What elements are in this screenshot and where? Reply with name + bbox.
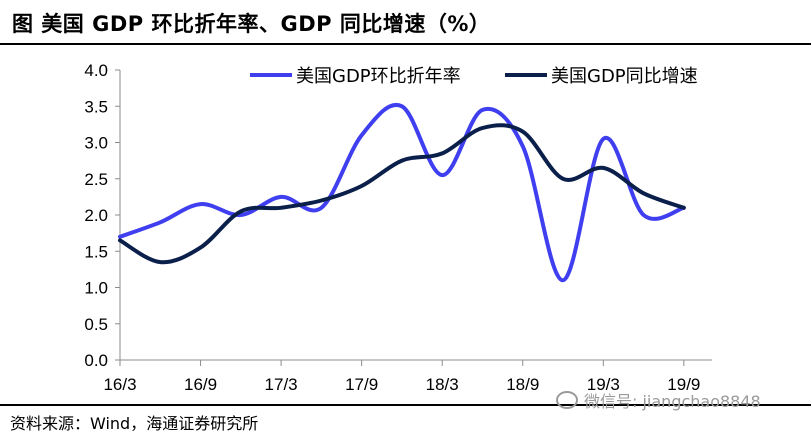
chart-axes: 0.0 0.5 1.0 1.5 2.0 2.5 3.0 3.5 4.0 16/3 16/9 17/3 1…	[84, 61, 712, 394]
x-tick-label: 17/3	[265, 375, 298, 394]
data-point	[119, 235, 121, 238]
data-point	[360, 185, 363, 187]
watermark-text: 微信号: jiangchao8848	[584, 392, 761, 411]
legend-label-2: 美国GDP同比增速	[551, 66, 698, 87]
y-tick-label: 0.5	[84, 315, 108, 334]
data-point	[240, 214, 242, 216]
x-tick-label: 18/9	[506, 375, 539, 394]
x-tick-label: 17/9	[345, 375, 378, 394]
y-tick-label: 1.0	[84, 279, 108, 298]
x-tick-label: 16/9	[184, 375, 217, 394]
data-point	[199, 246, 202, 249]
y-tick-label: 3.5	[84, 97, 108, 116]
x-tick-label: 16/3	[103, 375, 136, 394]
wechat-icon	[556, 391, 578, 409]
series-line-1	[118, 102, 686, 283]
source-note: 资料来源：Wind，海通证券研究所	[10, 414, 259, 433]
data-point	[280, 206, 282, 209]
data-point	[320, 199, 323, 202]
y-tick-label: 0.0	[84, 351, 108, 370]
x-tick-label: 19/3	[587, 375, 620, 394]
data-point	[481, 109, 484, 111]
x-tick-label: 18/3	[426, 375, 459, 394]
data-point	[159, 221, 162, 224]
data-point	[441, 152, 443, 155]
data-point	[562, 177, 564, 180]
y-tick-label: 2.5	[84, 170, 108, 189]
data-point	[683, 206, 685, 209]
data-point	[642, 214, 645, 216]
x-tick-label: 19/9	[667, 375, 700, 394]
data-point	[521, 145, 524, 147]
watermark: 微信号: jiangchao8848	[556, 388, 761, 412]
data-point	[159, 261, 162, 263]
data-point	[441, 174, 443, 176]
chart-series	[118, 102, 686, 283]
data-point	[602, 138, 605, 140]
data-point	[562, 279, 564, 282]
source-rule	[0, 404, 811, 406]
y-tick-label: 1.5	[84, 242, 108, 261]
y-tick-label: 4.0	[84, 61, 108, 80]
data-point	[280, 196, 282, 198]
chart-legend: 美国GDP环比折年率 美国GDP同比增速	[250, 66, 698, 87]
data-point	[401, 105, 403, 108]
y-tick-label: 2.0	[84, 206, 108, 225]
data-point	[119, 239, 121, 242]
data-point	[199, 203, 202, 205]
y-tick-label: 3.0	[84, 134, 108, 153]
data-point	[521, 130, 524, 133]
data-point	[481, 127, 484, 129]
legend-label-1: 美国GDP环比折年率	[296, 66, 461, 87]
data-point	[360, 134, 363, 137]
data-point	[401, 159, 403, 162]
data-point	[320, 206, 323, 209]
data-point	[240, 210, 242, 213]
line-chart: 0.0 0.5 1.0 1.5 2.0 2.5 3.0 3.5 4.0 16/3 16/9 17/3 1…	[84, 61, 712, 394]
title-rule	[0, 43, 811, 45]
data-point	[642, 192, 645, 195]
figure-title: 图 美国 GDP 环比折年率、GDP 同比增速（%）	[12, 12, 491, 36]
figure-title-bar: 图 美国 GDP 环比折年率、GDP 同比增速（%）	[0, 0, 811, 40]
data-point	[602, 167, 605, 169]
